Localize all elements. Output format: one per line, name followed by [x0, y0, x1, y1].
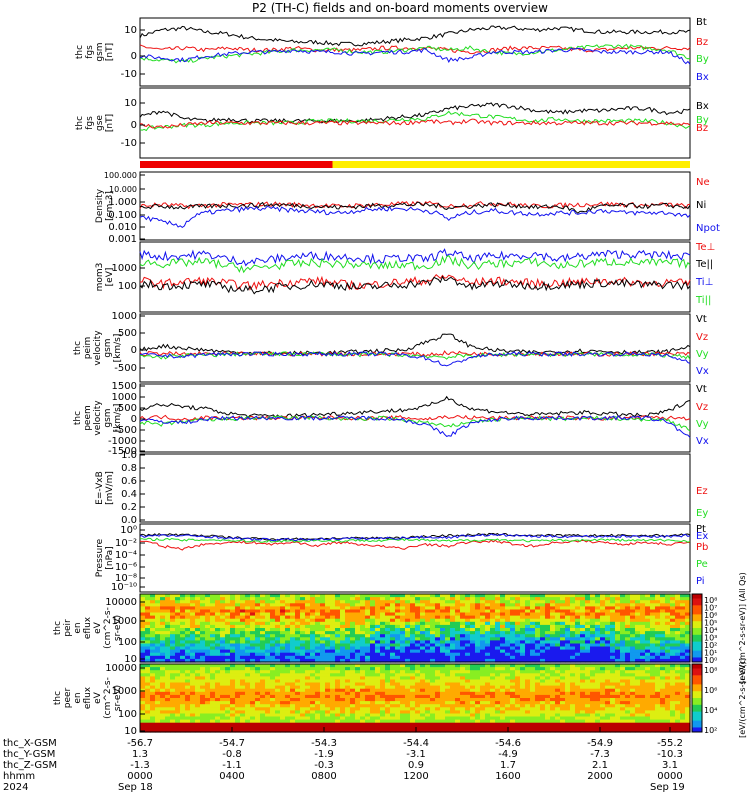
y-axis-label: peim [83, 337, 93, 360]
y-tick-label: 0 [131, 345, 137, 356]
y-axis-label: [nPa] [105, 546, 115, 569]
y-axis-label: velocity [93, 400, 103, 436]
y-tick-label: 1000 [112, 392, 137, 403]
panel-frame [140, 314, 690, 382]
y-axis-label: Density [95, 188, 105, 223]
y-tick-label: 1000 [112, 263, 137, 274]
y-axis-label: fgs [85, 45, 95, 59]
y-axis-label: [mV/m] [105, 471, 115, 505]
y-axis-label: eflux [83, 616, 93, 639]
panel-frame [140, 88, 690, 158]
y-tick-label: 10 [124, 25, 137, 36]
y-tick-label: 10 [124, 98, 137, 109]
y-tick-label: 10⁻⁶ [115, 562, 137, 573]
mode-bar-segment [140, 161, 333, 168]
y-tick-label: 0.4 [121, 489, 137, 500]
y-tick-label: 10000 [105, 597, 137, 608]
y-axis-label: [nT] [105, 43, 115, 61]
y-axis-label: gsm [103, 408, 113, 427]
y-axis-label: gsm [103, 338, 113, 357]
panel-frame [140, 454, 690, 522]
y-tick-label: 0 [131, 51, 137, 62]
y-axis-label: E=-VxB [95, 471, 105, 505]
y-tick-label: 10⁻¹⁰ [111, 582, 137, 593]
y-axis-label: [nT] [105, 114, 115, 132]
y-tick-label: 0 [131, 120, 137, 131]
y-tick-label: 100.000 [104, 171, 137, 180]
mode-bar-segment [333, 161, 691, 168]
y-tick-label: 10⁻⁴ [115, 550, 137, 561]
y-tick-label: 10⁰ [120, 525, 137, 536]
y-axis-label: [km/s] [113, 404, 123, 433]
y-tick-label: 0.6 [121, 476, 137, 487]
y-axis-label: gse [95, 115, 105, 131]
y-axis-label: sr-eV) [113, 615, 123, 641]
y-tick-label: 1000 [112, 311, 137, 322]
y-axis-label: [cm-3] [105, 191, 115, 221]
y-tick-label: 0.8 [121, 463, 137, 474]
panel-frame [140, 524, 690, 592]
y-axis-label: (cm^2-s- [103, 607, 113, 649]
y-axis-label: gsm [95, 42, 105, 61]
y-axis-label: eV [93, 621, 103, 634]
y-axis-label: peem [83, 405, 93, 431]
y-tick-label: -10 [121, 69, 137, 80]
y-tick-label: 1500 [112, 381, 137, 392]
y-tick-label: 0.001 [108, 234, 137, 245]
colorbar-tick-label: 10⁰ [704, 656, 717, 665]
y-axis-label: peir [63, 619, 73, 637]
y-tick-label: 0 [131, 414, 137, 425]
y-axis-label: en [73, 622, 83, 633]
y-axis-label: [eV] [105, 268, 115, 287]
y-tick-label: 10⁻² [115, 538, 137, 549]
y-axis-label: [km/s] [113, 334, 123, 363]
y-axis-label: thc [75, 116, 85, 130]
y-axis-label: thc [73, 341, 83, 355]
y-axis-label: thc [75, 45, 85, 59]
y-axis-label: thc [73, 411, 83, 425]
y-axis-label: thc [53, 621, 63, 635]
y-tick-label: 0.010 [108, 222, 137, 233]
y-axis-label: mom3 [95, 263, 105, 292]
y-tick-label: -10 [121, 138, 137, 149]
panel-frame [140, 18, 690, 86]
y-tick-label: -500 [114, 363, 137, 374]
panel-frame [140, 172, 690, 240]
y-axis-label: Pressure [95, 538, 105, 577]
chart-title: P2 (TH-C) fields and on-board moments ov… [252, 1, 548, 15]
y-tick-label: 0.2 [121, 502, 137, 513]
y-tick-label: 100 [118, 281, 137, 292]
y-axis-label: fgs [85, 116, 95, 130]
y-axis-label: velocity [93, 330, 103, 366]
y-tick-label: 1.0 [121, 450, 137, 461]
